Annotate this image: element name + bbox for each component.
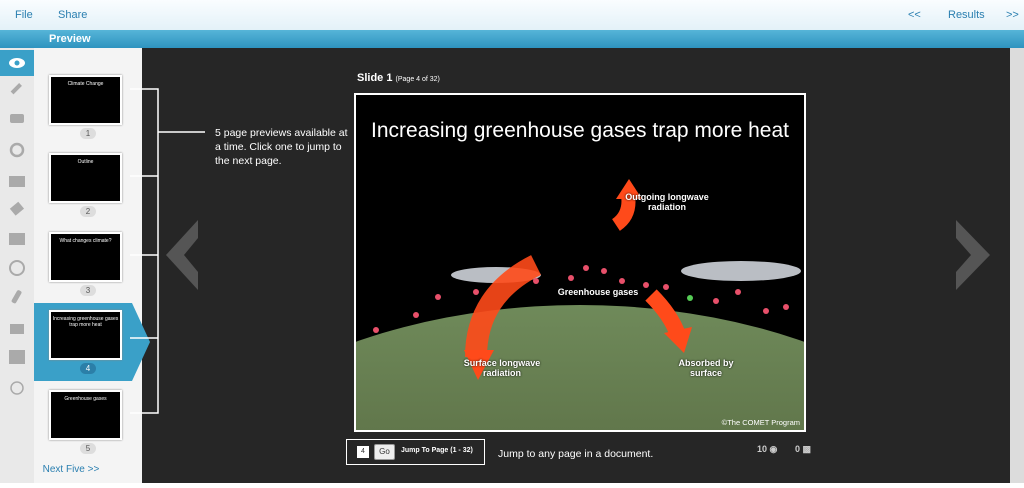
- thumbnail-number[interactable]: 4: [80, 363, 96, 374]
- slide: Increasing greenhouse gases trap more he…: [354, 93, 806, 432]
- sidebar-icons: [0, 50, 34, 395]
- next-button[interactable]: >>: [1006, 9, 1019, 21]
- thumbnail[interactable]: Outline: [49, 153, 122, 203]
- slide-art: [356, 95, 804, 430]
- comments: 0: [795, 444, 801, 454]
- comment-icon[interactable]: [10, 114, 24, 123]
- slide-label: Surface longwave radiation: [463, 358, 541, 378]
- attach-icon[interactable]: [11, 289, 22, 304]
- slide-heading: Slide 1 (Page 4 of 32): [357, 72, 440, 84]
- thumbnail[interactable]: Greenhouse gases: [49, 390, 122, 440]
- slide-label: Outgoing longwave radiation: [625, 192, 709, 212]
- sync-icon[interactable]: [9, 142, 25, 158]
- results-link[interactable]: Results: [948, 9, 985, 21]
- thumbnail[interactable]: Climate Change: [49, 75, 122, 125]
- thumbnail-number[interactable]: 1: [80, 128, 96, 139]
- views: 10: [757, 444, 768, 454]
- next-five-link[interactable]: Next Five >>: [42, 464, 100, 475]
- comment-count: 0 ▩: [795, 444, 812, 454]
- prev-button[interactable]: <<: [908, 9, 921, 21]
- top-bar: [0, 0, 1024, 31]
- preview-bar: Preview: [0, 30, 1024, 48]
- thumbnail-caption: What changes climate?: [59, 238, 112, 244]
- thumbnail[interactable]: What changes climate?: [49, 232, 122, 282]
- page-input[interactable]: 4: [357, 446, 369, 458]
- file-menu[interactable]: File: [15, 9, 33, 21]
- jump-label: Jump To Page (1 - 32): [401, 447, 473, 454]
- slide-credit: ©The COMET Program: [721, 418, 800, 427]
- slide-label: Absorbed by surface: [678, 358, 734, 378]
- thumbnail-number[interactable]: 5: [80, 443, 96, 454]
- jump-box: [346, 439, 485, 465]
- thumbnail-caption: Outline: [77, 159, 94, 165]
- lock-icon[interactable]: [10, 324, 24, 334]
- tag-icon[interactable]: [9, 201, 25, 216]
- thumbnail-number[interactable]: 2: [80, 206, 96, 217]
- slide-number: Slide 1: [357, 72, 393, 84]
- go-button[interactable]: Go: [374, 444, 395, 460]
- book-icon[interactable]: [9, 233, 25, 245]
- compass-icon[interactable]: [9, 260, 25, 276]
- thumbnail-caption: Increasing greenhouse gases trap more he…: [52, 316, 119, 328]
- thumbnail-caption: Climate Change: [67, 81, 104, 87]
- edit-icon[interactable]: [10, 83, 22, 95]
- thumbnail[interactable]: Increasing greenhouse gases trap more he…: [49, 310, 122, 360]
- view-count: 10 ◉: [757, 444, 778, 454]
- page-info: (Page 4 of 32): [395, 76, 440, 83]
- thumbnail-number[interactable]: 3: [80, 285, 96, 296]
- thumbnail-caption: Greenhouse gases: [64, 396, 107, 402]
- scrollbar[interactable]: [1010, 48, 1024, 483]
- folder-icon[interactable]: [9, 176, 25, 187]
- more-icon[interactable]: [10, 381, 24, 395]
- share-menu[interactable]: Share: [58, 9, 88, 21]
- calendar-icon[interactable]: [9, 350, 25, 364]
- slide-label: Greenhouse gases: [557, 287, 639, 297]
- jump-annotation: Jump to any page in a document.: [498, 448, 654, 460]
- slide-title: Increasing greenhouse gases trap more he…: [371, 119, 789, 142]
- preview-title: Preview: [49, 33, 91, 45]
- icon-sidebar: [0, 48, 34, 483]
- previews-annotation: 5 page previews available at a time. Cli…: [215, 127, 348, 167]
